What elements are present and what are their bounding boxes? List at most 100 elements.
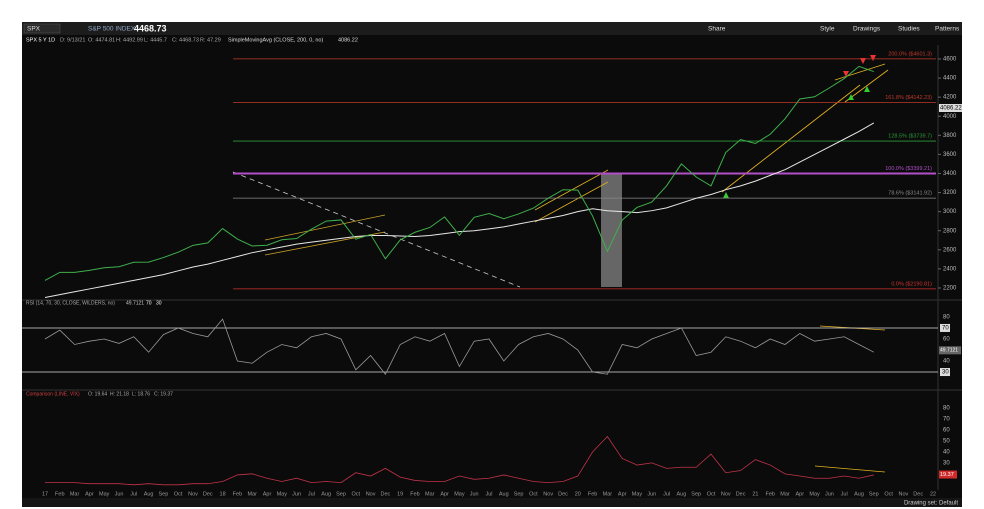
x-tick-label: Nov — [366, 491, 376, 497]
ohlc-field: C: 4468.73 — [172, 37, 199, 43]
ohlc-field: O: 4474.81 — [88, 37, 115, 43]
x-tick-label: Aug — [499, 491, 509, 497]
y-tick-label: 3800 — [943, 133, 957, 139]
x-tick-label: Aug — [854, 491, 864, 497]
study-value: 4086.22 — [338, 37, 358, 43]
vix-title: Comparison (LINE, VIX) — [26, 391, 80, 397]
status-bar — [22, 498, 962, 507]
x-tick-label: 20 — [575, 491, 581, 497]
fib-label: 128.5% ($3739.7) — [888, 134, 932, 140]
rsi-tick-label: 60 — [943, 337, 950, 343]
x-tick-label: May — [454, 491, 465, 497]
rsi-tick-label: 40 — [943, 359, 950, 365]
vix-field: O: 19.64 — [88, 391, 107, 397]
fib-label: 78.6% ($3141.92) — [888, 191, 932, 197]
vix-tick-label: 70 — [943, 417, 950, 423]
x-tick-label: Mar — [70, 491, 80, 497]
drawing-set[interactable]: Drawing set: Default — [904, 501, 958, 507]
x-tick-label: Oct — [707, 491, 716, 497]
sma-value-box — [939, 103, 962, 112]
x-tick-label: Mar — [603, 491, 613, 497]
x-tick-label: Apr — [796, 491, 805, 497]
x-tick-label: Feb — [588, 491, 597, 497]
x-tick-label: Feb — [55, 491, 64, 497]
ohlc-field: L: 4445.7 — [144, 37, 167, 43]
y-tick-label: 4200 — [943, 95, 957, 101]
x-tick-label: Apr — [85, 491, 94, 497]
x-tick-label: Feb — [233, 491, 242, 497]
channel-line — [814, 465, 886, 473]
x-tick-label: Jul — [841, 491, 848, 497]
fib-label: 161.8% ($4142.23) — [885, 95, 932, 101]
toolbar-button[interactable]: Studies — [898, 26, 920, 33]
ohlc-field: D: 9/13/21 — [60, 37, 85, 43]
description: S&P 500 INDEX — [88, 26, 136, 33]
x-tick-label: 19 — [397, 491, 403, 497]
x-tick-label: Jul — [663, 491, 670, 497]
channel-line — [264, 214, 386, 241]
vix-line — [45, 435, 874, 486]
x-tick-label: Jun — [115, 491, 124, 497]
y-tick-label: 4600 — [943, 57, 957, 63]
rsi-ob: 70 — [146, 300, 152, 306]
x-tick-label: 22 — [930, 491, 936, 497]
toolbar-button[interactable]: Share — [708, 26, 726, 33]
x-tick-label: May — [277, 491, 288, 497]
x-tick-label: Oct — [174, 491, 183, 497]
x-tick-label: May — [632, 491, 643, 497]
x-tick-label: Dec — [203, 491, 213, 497]
rsi-overbought-label: 70 — [942, 326, 949, 332]
x-tick-label: Sep — [159, 491, 169, 497]
channel-line — [834, 63, 886, 81]
toolbar-button[interactable]: Style — [820, 26, 835, 33]
toolbar-button[interactable]: Patterns — [935, 26, 960, 33]
ohlc-field: H: 4492.99 — [116, 37, 143, 43]
vix-value-box — [939, 470, 957, 479]
y-tick-label: 2800 — [943, 228, 957, 234]
vix-tick-label: 50 — [943, 438, 950, 444]
symbol[interactable]: SPX — [27, 26, 41, 33]
x-tick-label: Apr — [440, 491, 449, 497]
rsi-value: 49.7121 — [126, 300, 144, 306]
x-tick-label: Oct — [884, 491, 893, 497]
y-tick-label: 2400 — [943, 266, 957, 272]
study-name: SimpleMovingAvg (CLOSE, 200, 0, no) — [228, 37, 323, 43]
vix-tick-label: 30 — [943, 460, 950, 466]
x-tick-label: May — [809, 491, 820, 497]
symbol-box[interactable] — [23, 23, 61, 34]
x-tick-label: Jun — [647, 491, 656, 497]
toolbar-button[interactable]: Drawings — [853, 26, 881, 33]
vix-field: L: 18.76 — [132, 391, 150, 397]
fib-label: 100.0% ($3399.21) — [885, 166, 932, 172]
rsi-line — [44, 318, 874, 375]
x-tick-label: Jun — [470, 491, 479, 497]
highlight-box — [601, 173, 622, 287]
x-tick-label: Dec — [381, 491, 391, 497]
x-tick-label: Jun — [292, 491, 301, 497]
x-tick-label: Aug — [677, 491, 687, 497]
y-tick-label: 4400 — [943, 76, 957, 82]
vix-field: C: 19.37 — [154, 391, 173, 397]
y-tick-label: 2200 — [943, 286, 957, 292]
x-tick-label: Feb — [410, 491, 419, 497]
vix-value-tag: 19.37 — [940, 472, 954, 478]
vix-field: H: 21.18 — [110, 391, 129, 397]
x-tick-label: Mar — [247, 491, 257, 497]
y-tick-label: 4000 — [943, 114, 957, 120]
vix-tick-label: 60 — [943, 428, 950, 434]
x-tick-label: Jun — [825, 491, 834, 497]
x-tick-label: Oct — [352, 491, 361, 497]
rsi-value-tag: 49.7121 — [940, 348, 958, 354]
x-tick-label: Sep — [691, 491, 701, 497]
x-tick-label: Sep — [869, 491, 879, 497]
x-tick-label: Nov — [543, 491, 553, 497]
x-tick-label: Nov — [899, 491, 909, 497]
rsi-oversold-label: 30 — [942, 370, 949, 376]
ohlc-field: R: 47.29 — [200, 37, 221, 43]
fib-label: 200.0% ($4601.3) — [888, 51, 932, 57]
vix-tick-label: 40 — [943, 449, 950, 455]
y-tick-label: 3600 — [943, 152, 957, 158]
rsi-oversold-box — [940, 368, 950, 377]
